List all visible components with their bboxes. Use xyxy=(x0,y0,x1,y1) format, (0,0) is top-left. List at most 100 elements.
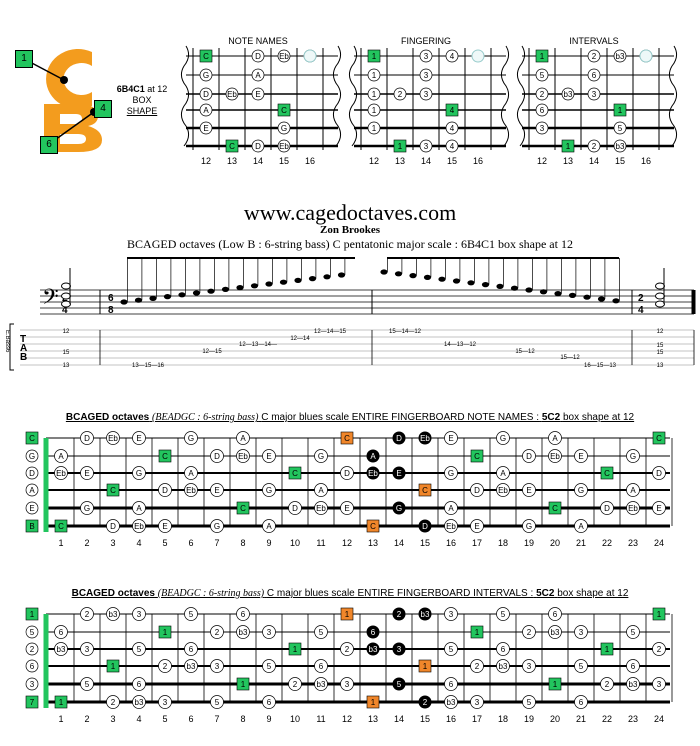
fb2-title-bold: BCAGED octaves xyxy=(71,588,155,599)
diagram-note-circle xyxy=(225,87,239,101)
fret-number: 20 xyxy=(550,538,560,548)
diagram-note-circle xyxy=(613,49,627,63)
open-note-circle xyxy=(25,449,39,463)
note-label: 2 xyxy=(657,645,662,654)
box-shape-note xyxy=(392,642,406,656)
note-label: b3 xyxy=(499,662,508,671)
note-head xyxy=(250,283,259,289)
diagram-note-circle xyxy=(613,139,627,153)
note-circle xyxy=(106,695,120,709)
note-label: E xyxy=(84,469,89,478)
note-circle xyxy=(236,607,250,621)
site-title: www.cagedoctaves.com xyxy=(243,200,457,225)
diagram-note-label: 5 xyxy=(618,124,623,133)
note-circle xyxy=(210,519,224,533)
box-shape-note xyxy=(366,625,380,639)
note-circle xyxy=(132,677,146,691)
time-sig-right-bottom: 4 xyxy=(638,305,644,316)
note-head xyxy=(510,285,519,291)
fret-number: 21 xyxy=(576,538,586,548)
fret-number: 14 xyxy=(394,714,404,724)
fingerboard-intervals: 1 2 3 4 5 6 7 8 9 10 11 12 13 14 15 16 17 18 19 20 21 22 23 241… xyxy=(25,607,673,724)
diagram-note-label: 3 xyxy=(424,71,429,80)
note-label: 5 xyxy=(319,628,324,637)
diagram-note-label: 4 xyxy=(450,106,455,115)
fingerboard-note-names: 1 2 3 4 5 6 7 8 9 10 11 12 13 14 15 16 17 18 19 20 21 22 23 24C… xyxy=(25,431,673,548)
note-label: 3 xyxy=(475,698,480,707)
root-box xyxy=(54,519,68,533)
note-head xyxy=(409,273,417,279)
instrument-label: E.Bass6 xyxy=(4,330,10,353)
note-label: Eb xyxy=(420,434,430,443)
box-shape-note xyxy=(392,431,406,445)
note-label: b3 xyxy=(239,628,248,637)
note-circle xyxy=(106,607,120,621)
diagram-fret-number: 13 xyxy=(227,156,237,166)
note-circle xyxy=(132,695,146,709)
fret-number: 18 xyxy=(498,538,508,548)
note-circle xyxy=(54,642,68,656)
staff-bracket xyxy=(9,323,14,371)
diagram-root-box xyxy=(367,49,381,63)
open-root-box xyxy=(25,695,39,709)
diagram-note-label: 2 xyxy=(592,52,597,61)
note-label: C xyxy=(240,504,246,513)
diagram-root-box xyxy=(445,103,459,117)
note-circle xyxy=(132,642,146,656)
note-circle xyxy=(496,642,510,656)
note-circle xyxy=(80,642,94,656)
orange-root-box xyxy=(366,519,380,533)
note-head xyxy=(149,295,157,301)
note-label: 1 xyxy=(553,680,558,689)
diagram-root-box xyxy=(199,49,213,63)
box-shape-note xyxy=(418,607,432,621)
diagram-faded-circle xyxy=(639,49,653,63)
note-label: G xyxy=(136,469,142,478)
diagram-note-circle xyxy=(251,139,265,153)
note-label: A xyxy=(630,486,636,495)
note-circle xyxy=(184,659,198,673)
diagram-note-label: A xyxy=(203,106,209,115)
note-label: D xyxy=(292,504,298,513)
note-circle xyxy=(626,659,640,673)
note-circle xyxy=(600,677,614,691)
fret-number: 19 xyxy=(524,538,534,548)
note-circle xyxy=(288,677,302,691)
open-note-label: 3 xyxy=(30,680,35,689)
note-label: A xyxy=(266,522,272,531)
note-label: b3 xyxy=(187,662,196,671)
note-label: 1 xyxy=(605,645,610,654)
note-label: 5 xyxy=(527,698,532,707)
note-label: G xyxy=(318,452,324,461)
note-label: 1 xyxy=(241,680,246,689)
diagram-note-label: D xyxy=(255,52,261,61)
cb-logo-graphic xyxy=(27,49,102,152)
note-head xyxy=(207,288,215,294)
diagram-note-circle xyxy=(587,139,601,153)
fret-number: 4 xyxy=(136,714,141,724)
half-note xyxy=(61,300,71,308)
box-shape-note xyxy=(366,642,380,656)
root-box xyxy=(158,449,172,463)
box-shape-note xyxy=(418,695,432,709)
fret-number: 2 xyxy=(84,714,89,724)
root-box xyxy=(470,625,484,639)
note-head xyxy=(597,296,606,302)
note-label: b3 xyxy=(421,610,430,619)
diagram-note-circle xyxy=(277,121,291,135)
note-label: E xyxy=(578,452,583,461)
note-label: b3 xyxy=(109,610,118,619)
half-note xyxy=(655,300,665,308)
note-circle xyxy=(80,431,94,445)
note-label: 6 xyxy=(631,662,636,671)
fret-number: 9 xyxy=(266,714,271,724)
diagram-note-circle xyxy=(535,121,549,135)
note-head xyxy=(120,299,128,305)
note-label: 5 xyxy=(85,680,90,689)
note-label: C xyxy=(604,469,610,478)
note-circle xyxy=(158,483,172,497)
note-label: G xyxy=(188,434,194,443)
open-note-label: 1 xyxy=(30,610,35,619)
diagram-note-label: 5 xyxy=(540,71,545,80)
note-label: 2 xyxy=(85,610,90,619)
